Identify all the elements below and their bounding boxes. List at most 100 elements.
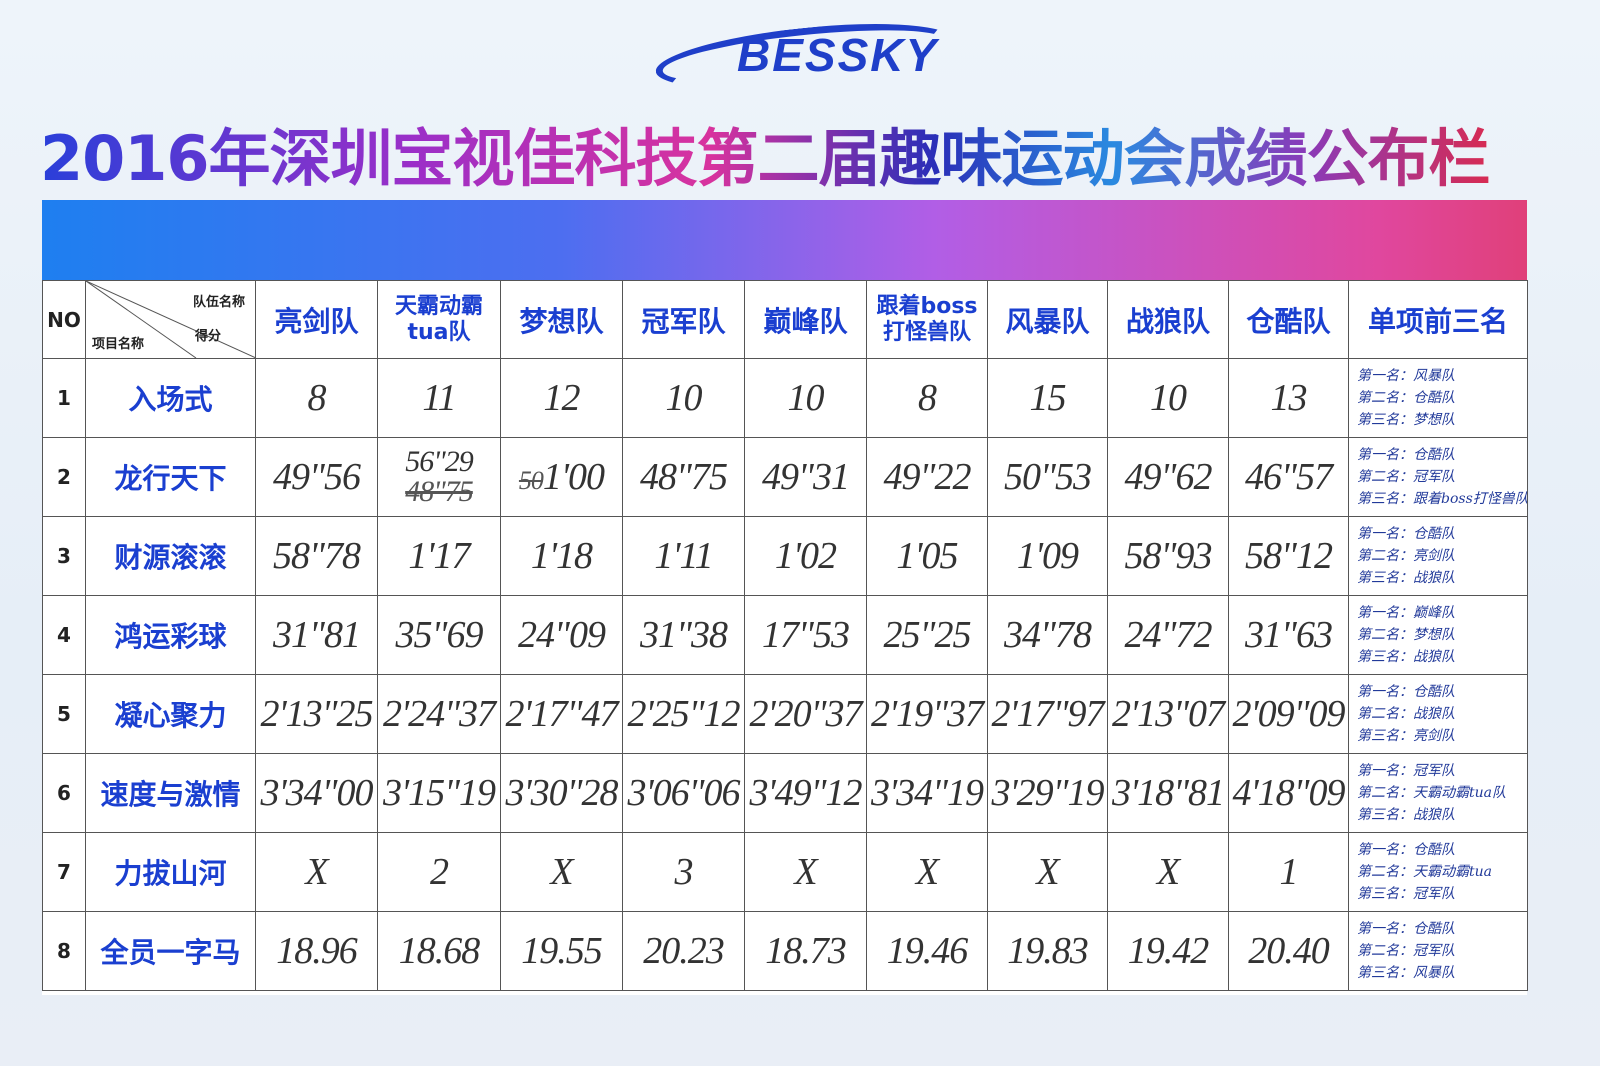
score-cell: 2'17"97 <box>987 674 1108 754</box>
row-number: 3 <box>42 516 86 596</box>
top3-entry: 第三名：战狼队 <box>1357 649 1455 665</box>
top3-cell: 第一名：巅峰队 第二名：梦想队 第三名：战狼队 <box>1348 595 1528 675</box>
score-cell: 3'30"28 <box>500 753 623 833</box>
score-cell: 2'17"47 <box>500 674 623 754</box>
team-header: 梦想队 <box>500 280 623 359</box>
score-cell: 12 <box>500 358 623 438</box>
table-row: 1 入场式 8 11 12 10 10 8 15 10 13 第一名：风暴队 第二名：仓酷队 第三名：梦想… <box>42 358 1528 438</box>
score-cell: 19.42 <box>1107 911 1229 991</box>
score-cell: 19.46 <box>866 911 988 991</box>
top3-entry: 第二名：亮剑队 <box>1357 548 1455 564</box>
score-cell: 58"78 <box>255 516 378 596</box>
score-cell: 31"63 <box>1228 595 1349 675</box>
score-cell: X <box>866 832 988 912</box>
score-cell: 50"53 <box>987 437 1108 517</box>
table-row: 7 力拔山河 X 2 X 3 X X X X 1 第一名：仓酷队 第二名：天霸动霸tua 第三名：冠军队 <box>42 832 1528 912</box>
score-cell: X <box>987 832 1108 912</box>
event-name-label: 项目名称 <box>92 337 145 352</box>
top3-entry: 第一名：仓酷队 <box>1357 842 1455 858</box>
score-cell: 2'09"09 <box>1228 674 1349 754</box>
table-row: 6 速度与激情 3'34"00 3'15"19 3'30"28 3'06"06 3'49"1… <box>42 753 1528 833</box>
top3-header: 单项前三名 <box>1348 280 1528 359</box>
table-row: 5 凝心聚力 2'13"25 2'24"37 2'17"47 2'25"12 2'20"37… <box>42 674 1528 754</box>
struck-score: 50 <box>518 466 544 495</box>
score-cell: 1'09 <box>987 516 1108 596</box>
page-title: 2016年深圳宝视佳科技第二届趣味运动会成绩公布栏 <box>40 108 1530 198</box>
top3-entry: 第一名：巅峰队 <box>1357 605 1455 621</box>
top3-entry: 第一名：仓酷队 <box>1357 684 1455 700</box>
score-cell: 2'13"25 <box>255 674 378 754</box>
score-cell: 2'20"37 <box>744 674 867 754</box>
score-cell: 19.83 <box>987 911 1108 991</box>
score-cell: 58"12 <box>1228 516 1349 596</box>
score-cell: 18.96 <box>255 911 378 991</box>
table-row: 2 龙行天下 49"56 56"29 48"75 501'00 48"75 49"31 49"2… <box>42 437 1528 517</box>
diagonal-lines <box>86 281 256 358</box>
team-header: 跟着boss打怪兽队 <box>866 280 988 359</box>
score-value: 1'00 <box>542 456 605 498</box>
score-cell: 31"81 <box>255 595 378 675</box>
score-cell: 2'24"37 <box>377 674 501 754</box>
top3-entry: 第一名：仓酷队 <box>1357 526 1455 542</box>
score-cell: 8 <box>866 358 988 438</box>
score-cell: 46"57 <box>1228 437 1349 517</box>
score-cell: X <box>500 832 623 912</box>
team-header: 天霸动霸tua队 <box>377 280 501 359</box>
score-cell: 2'13"07 <box>1107 674 1229 754</box>
top3-entry: 第一名：冠军队 <box>1357 763 1455 779</box>
team-header: 巅峰队 <box>744 280 867 359</box>
top3-cell: 第一名：风暴队 第二名：仓酷队 第三名：梦想队 <box>1348 358 1528 438</box>
score-cell: 24"72 <box>1107 595 1229 675</box>
score-cell: 2'25"12 <box>622 674 745 754</box>
row-number: 5 <box>42 674 86 754</box>
table-row: 4 鸿运彩球 31"81 35"69 24"09 31"38 17"53 25"25 34"78… <box>42 595 1528 675</box>
top3-entry: 第二名：战狼队 <box>1357 706 1455 722</box>
top3-entry: 第三名：风暴队 <box>1357 965 1455 981</box>
score-cell: 3'34"19 <box>866 753 988 833</box>
row-number: 2 <box>42 437 86 517</box>
score-cell: 18.68 <box>377 911 501 991</box>
score-cell: 49"31 <box>744 437 867 517</box>
score-cell: 11 <box>377 358 501 438</box>
score-cell: 501'00 <box>500 437 623 517</box>
top3-entry: 第三名：战狼队 <box>1357 570 1455 586</box>
score-cell: 18.73 <box>744 911 867 991</box>
score-cell: 3'34"00 <box>255 753 378 833</box>
score-cell: X <box>744 832 867 912</box>
header-row: NO 队伍名称 得分 项目名称 亮剑队 天霸动霸tua队 梦想队 冠军队 巅峰队 跟着bo… <box>42 280 1528 359</box>
score-cell: 4'18"09 <box>1228 753 1349 833</box>
table-row: 8 全员一字马 18.96 18.68 19.55 20.23 18.73 19.46 19.8… <box>42 911 1528 991</box>
score-cell: 3'06"06 <box>622 753 745 833</box>
score-cell: 1'18 <box>500 516 623 596</box>
logo-text: BESSKY <box>737 29 939 81</box>
team-header: 风暴队 <box>987 280 1108 359</box>
top3-entry: 第一名：仓酷队 <box>1357 447 1455 463</box>
diagonal-header: 队伍名称 得分 项目名称 <box>85 280 256 359</box>
top3-cell: 第一名：仓酷队 第二名：冠军队 第三名：风暴队 <box>1348 911 1528 991</box>
row-number: 4 <box>42 595 86 675</box>
event-name: 鸿运彩球 <box>85 595 256 675</box>
top3-entry: 第三名：跟着boss打怪兽队 <box>1357 491 1528 507</box>
score-cell: 1 <box>1228 832 1349 912</box>
gradient-header-bar <box>42 200 1527 280</box>
score-cell: 2'19"37 <box>866 674 988 754</box>
team-header: 仓酷队 <box>1228 280 1349 359</box>
score-cell: 25"25 <box>866 595 988 675</box>
score-label: 得分 <box>194 329 221 344</box>
score-cell: 58"93 <box>1107 516 1229 596</box>
top3-cell: 第一名：仓酷队 第二名：亮剑队 第三名：战狼队 <box>1348 516 1528 596</box>
score-cell: 2 <box>377 832 501 912</box>
struck-score: 48"75 <box>405 475 474 508</box>
top3-cell: 第一名：仓酷队 第二名：天霸动霸tua 第三名：冠军队 <box>1348 832 1528 912</box>
score-cell: 10 <box>622 358 745 438</box>
top3-entry: 第三名：冠军队 <box>1357 886 1455 902</box>
score-cell: 1'02 <box>744 516 867 596</box>
score-cell: 19.55 <box>500 911 623 991</box>
team-header: 战狼队 <box>1107 280 1229 359</box>
row-number: 1 <box>42 358 86 438</box>
score-cell: 31"38 <box>622 595 745 675</box>
score-cell: 17"53 <box>744 595 867 675</box>
score-cell: 1'05 <box>866 516 988 596</box>
top3-entry: 第二名：冠军队 <box>1357 469 1455 485</box>
event-name: 凝心聚力 <box>85 674 256 754</box>
